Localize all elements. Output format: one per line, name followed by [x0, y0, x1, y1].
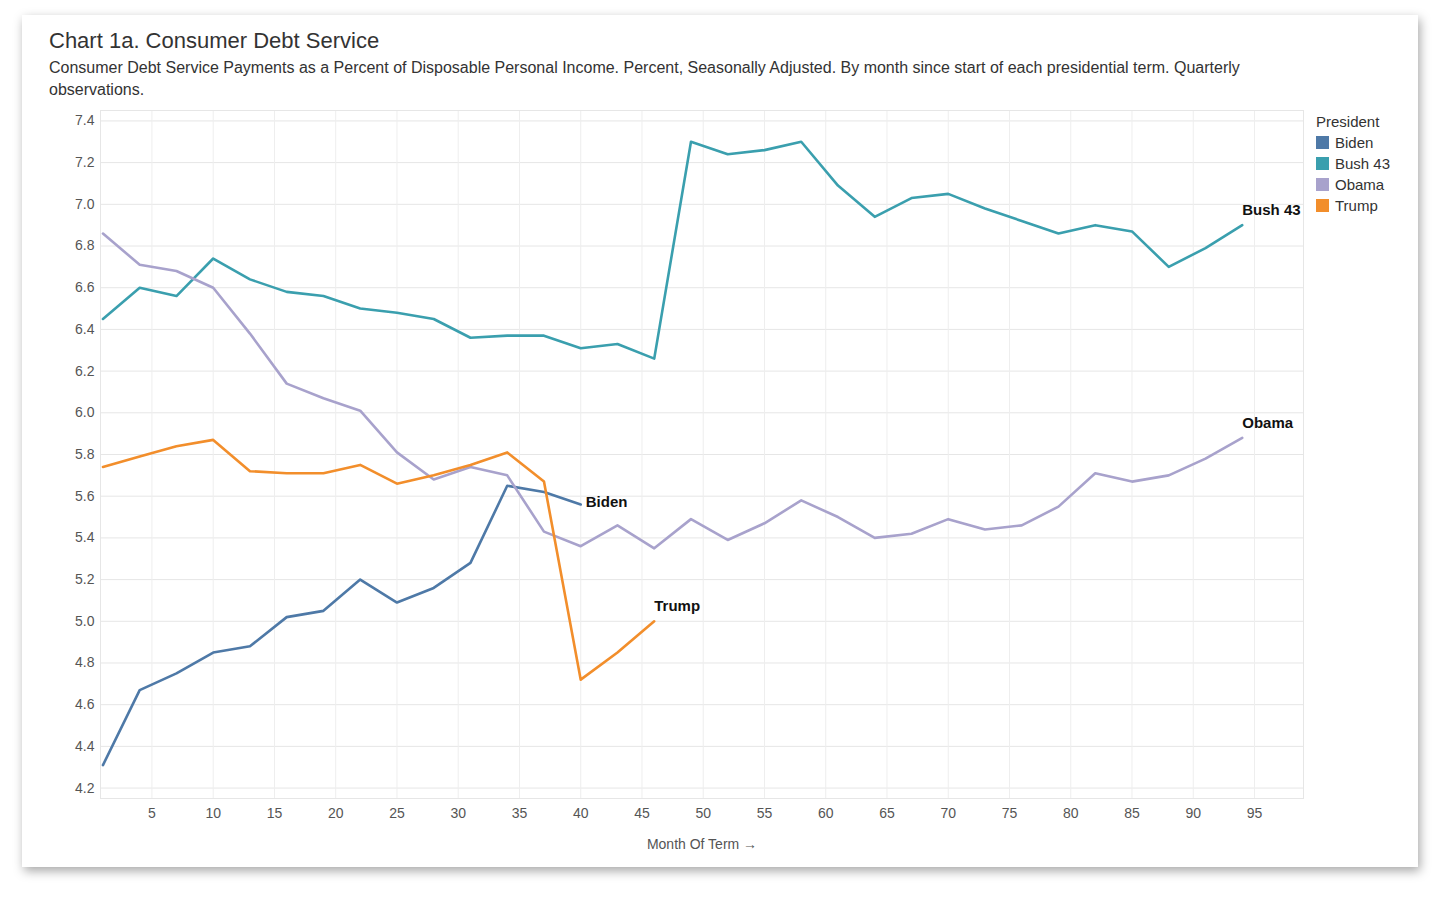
html-text:Bush 43: Bush 43	[1335, 155, 1390, 172]
svg-text:Bush 43: Bush 43	[1242, 201, 1300, 218]
svg-text:5.2: 5.2	[75, 571, 95, 587]
svg-text:4.2: 4.2	[75, 780, 95, 796]
svg-text:5.0: 5.0	[75, 613, 95, 629]
svg-text:5.8: 5.8	[75, 446, 95, 462]
html-text:Biden: Biden	[1335, 134, 1374, 151]
svg-text:45: 45	[634, 805, 650, 821]
html-text:Trump: Trump	[1335, 197, 1378, 214]
svg-text:7.2: 7.2	[75, 154, 95, 170]
svg-text:Trump: Trump	[654, 597, 700, 614]
svg-text:90: 90	[1185, 805, 1201, 821]
svg-text:10: 10	[205, 805, 221, 821]
svg-text:65: 65	[879, 805, 895, 821]
svg-text:7.0: 7.0	[75, 196, 95, 212]
svg-text:6.2: 6.2	[75, 363, 95, 379]
svg-text:6.4: 6.4	[75, 321, 95, 337]
svg-text:60: 60	[818, 805, 834, 821]
svg-text:4.4: 4.4	[75, 738, 95, 754]
svg-text:6.0: 6.0	[75, 404, 95, 420]
svg-text:75: 75	[1002, 805, 1018, 821]
svg-text:80: 80	[1063, 805, 1079, 821]
svg-text:5.4: 5.4	[75, 529, 95, 545]
svg-text:55: 55	[757, 805, 773, 821]
svg-text:5: 5	[148, 805, 156, 821]
svg-text:Obama: Obama	[1242, 414, 1294, 431]
svg-text:20: 20	[328, 805, 344, 821]
svg-text:4.8: 4.8	[75, 654, 95, 670]
html-text:President: President	[1316, 113, 1380, 130]
svg-text:7.4: 7.4	[75, 112, 95, 128]
svg-text:Biden: Biden	[586, 493, 628, 510]
svg-text:95: 95	[1247, 805, 1263, 821]
svg-text:5.6: 5.6	[75, 488, 95, 504]
svg-text:Month Of Term →: Month Of Term →	[647, 836, 757, 852]
svg-text:6.8: 6.8	[75, 237, 95, 253]
svg-text:6.6: 6.6	[75, 279, 95, 295]
html-text:Consumer Debt Service Payments: Consumer Debt Service Payments as a Perc…	[49, 59, 1240, 98]
svg-text:35: 35	[512, 805, 528, 821]
svg-text:4.6: 4.6	[75, 696, 95, 712]
svg-text:70: 70	[940, 805, 956, 821]
svg-text:25: 25	[389, 805, 405, 821]
html-text:Obama: Obama	[1335, 176, 1385, 193]
svg-text:50: 50	[695, 805, 711, 821]
svg-text:40: 40	[573, 805, 589, 821]
svg-text:85: 85	[1124, 805, 1140, 821]
svg-text:15: 15	[267, 805, 283, 821]
svg-text:30: 30	[450, 805, 466, 821]
html-text:Chart 1a. Consumer Debt Servic: Chart 1a. Consumer Debt Service	[49, 28, 380, 53]
